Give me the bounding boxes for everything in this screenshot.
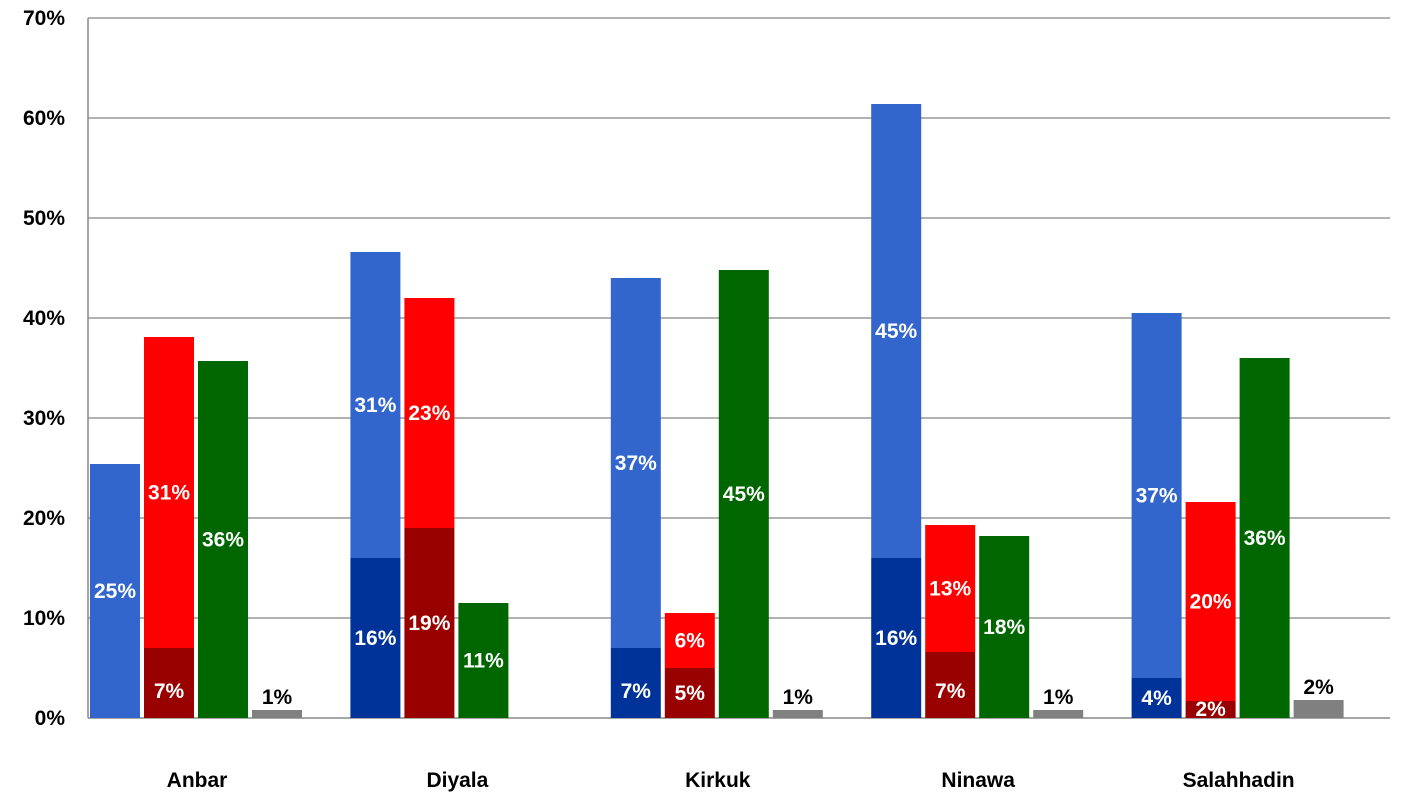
data-label: 16%	[875, 627, 917, 650]
y-tick-label: 20%	[23, 507, 65, 530]
data-label: 19%	[408, 612, 450, 635]
bar-green-bottom	[198, 361, 248, 718]
bar-green-bottom	[979, 536, 1030, 718]
x-tick-label: Ninawa	[941, 769, 1015, 792]
data-label: 2%	[1195, 698, 1226, 721]
bar-red-top	[1185, 502, 1236, 701]
data-label: 1%	[1043, 686, 1074, 709]
y-tick-label: 30%	[23, 407, 65, 430]
data-label: 37%	[1136, 485, 1178, 508]
data-label: 37%	[615, 452, 657, 475]
bar-gray-bottom	[1293, 700, 1344, 718]
data-label: 45%	[875, 320, 917, 343]
data-label: 36%	[1244, 527, 1286, 550]
y-tick-label: 40%	[23, 307, 65, 330]
bar-gray-bottom	[1033, 710, 1084, 718]
bar-red-bottom	[925, 652, 976, 718]
y-tick-label: 0%	[35, 707, 66, 730]
bar-green-bottom	[458, 603, 509, 718]
data-label: 25%	[94, 580, 136, 603]
x-tick-label: Kirkuk	[685, 769, 751, 792]
data-label: 5%	[675, 682, 706, 705]
y-tick-label: 50%	[23, 207, 65, 230]
bar-blue-top	[350, 252, 401, 558]
bar-red-bottom	[1185, 701, 1236, 718]
data-label: 11%	[463, 650, 504, 673]
bar-red-top	[144, 337, 194, 648]
bar-green-bottom	[718, 270, 769, 718]
data-label: 13%	[929, 578, 971, 601]
data-label: 1%	[262, 686, 293, 709]
bars	[90, 104, 1344, 718]
y-tick-label: 10%	[23, 607, 65, 630]
data-label: 23%	[408, 402, 450, 425]
data-labels: 25% 7% 31% 36% 1% 16% 31% 19% 23% 11% 7% 37% 5% 6% 45%…	[94, 320, 1334, 721]
data-label: 1%	[783, 686, 814, 709]
bar-blue-top	[1131, 313, 1182, 678]
y-tick-label: 70%	[23, 7, 65, 30]
data-label: 7%	[621, 680, 652, 703]
bar-green-bottom	[1239, 358, 1290, 718]
x-tick-label: Salahhadin	[1183, 769, 1295, 792]
data-label: 45%	[723, 483, 765, 506]
bar-blue-bottom	[1131, 678, 1182, 718]
data-label: 4%	[1141, 687, 1172, 710]
bar-red-bottom	[664, 668, 715, 718]
data-label: 31%	[148, 482, 190, 505]
data-label: 16%	[354, 627, 396, 650]
bar-gray-bottom	[252, 710, 302, 718]
bar-red-bottom	[144, 648, 194, 718]
data-label: 18%	[983, 616, 1025, 639]
data-label: 20%	[1190, 591, 1232, 614]
bar-red-top	[925, 525, 976, 652]
bar-gray-bottom	[772, 710, 823, 718]
bar-blue-bottom	[610, 648, 661, 718]
data-label: 7%	[154, 680, 185, 703]
bar-red-top	[664, 613, 715, 668]
data-label: 31%	[354, 394, 396, 417]
bar-red-top	[404, 298, 455, 528]
data-label: 7%	[935, 680, 966, 703]
bar-red-bottom	[404, 528, 455, 718]
x-tick-label: Diyala	[426, 769, 488, 792]
bar-blue-top	[90, 464, 140, 718]
bar-blue-bottom	[350, 558, 401, 718]
x-tick-label: Anbar	[167, 769, 228, 792]
bar-blue-bottom	[871, 558, 922, 718]
x-axis: Anbar Diyala Kirkuk Ninawa Salahhadin	[167, 769, 1295, 792]
data-label: 2%	[1303, 676, 1334, 699]
data-label: 6%	[675, 630, 706, 653]
bar-blue-top	[610, 278, 661, 648]
y-tick-label: 60%	[23, 107, 65, 130]
bar-blue-top	[871, 104, 922, 558]
data-label: 36%	[202, 529, 244, 552]
